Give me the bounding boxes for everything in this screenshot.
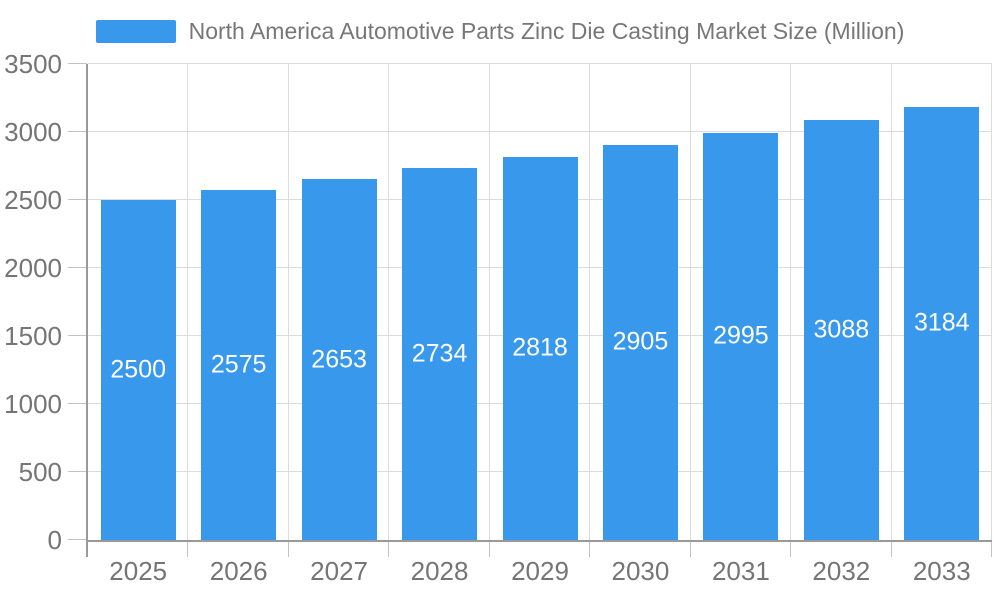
y-axis-label: 3500 (4, 49, 62, 79)
x-axis-tick (187, 542, 189, 557)
x-axis-label: 2030 (611, 556, 670, 586)
x-axis-label: 2029 (511, 556, 569, 586)
x-gridline (187, 64, 189, 540)
x-axis-tick (991, 542, 992, 557)
x-axis-label: 2028 (410, 556, 469, 586)
bar-2027[interactable]: 2653 (301, 179, 377, 540)
x-gridline (589, 64, 591, 540)
y-axis-label: 0 (47, 525, 62, 555)
bar-2032[interactable]: 3088 (803, 120, 879, 540)
bar-2026[interactable]: 2575 (201, 189, 277, 540)
x-axis-label: 2027 (310, 556, 369, 586)
x-axis-label: 2033 (912, 556, 971, 586)
y-axis-tick (68, 403, 87, 404)
bar-2033[interactable]: 3184 (904, 106, 980, 540)
y-axis-label: 1500 (4, 321, 62, 351)
y-axis-tick (68, 199, 87, 200)
bar-value-label: 2500 (110, 355, 167, 384)
bar-2031[interactable]: 2995 (703, 132, 779, 540)
x-axis-label: 2032 (812, 556, 871, 586)
y-axis-label: 3000 (4, 117, 62, 147)
x-axis-tick (689, 542, 691, 557)
legend-swatch (95, 20, 176, 43)
x-axis-label: 2026 (209, 556, 268, 586)
x-gridline (790, 64, 792, 540)
x-axis-tick (890, 542, 892, 557)
x-axis-tick (488, 542, 490, 557)
x-axis-tick (589, 542, 591, 557)
x-gridline (689, 64, 691, 540)
y-axis-label: 2000 (4, 253, 62, 283)
x-axis-line (86, 540, 992, 542)
x-axis-label: 2025 (109, 556, 168, 586)
bar-value-label: 3088 (813, 315, 870, 344)
bar-2025[interactable]: 2500 (100, 200, 176, 540)
y-axis-label: 500 (18, 457, 62, 487)
bar-2030[interactable]: 2905 (602, 144, 678, 540)
x-gridline (287, 64, 289, 540)
legend-label: North America Automotive Parts Zinc Die … (188, 18, 905, 44)
x-gridline (388, 64, 390, 540)
bar-value-label: 2818 (512, 333, 568, 362)
y-axis-tick (68, 539, 87, 540)
y-axis-tick (68, 63, 87, 64)
bar-2028[interactable]: 2734 (402, 168, 478, 540)
y-axis-label: 1000 (4, 389, 62, 419)
x-axis-tick (287, 542, 289, 557)
bar-value-label: 2734 (411, 339, 468, 368)
legend-item[interactable]: North America Automotive Parts Zinc Die … (0, 18, 1000, 45)
bar-2029[interactable]: 2818 (502, 156, 578, 540)
bar-value-label: 2575 (210, 350, 267, 379)
bar-value-label: 3184 (913, 308, 970, 337)
x-gridline (488, 64, 490, 540)
y-axis-tick (68, 267, 87, 268)
y-axis-tick (68, 131, 87, 132)
bar-value-label: 2995 (713, 321, 769, 350)
x-axis-tick (790, 542, 792, 557)
x-axis-tick (388, 542, 390, 557)
y-gridline (88, 63, 992, 64)
y-axis-label: 2500 (4, 185, 62, 215)
y-axis-tick (68, 335, 87, 336)
x-axis-label: 2031 (711, 556, 770, 586)
bar-value-label: 2905 (612, 327, 669, 356)
x-gridline (890, 64, 892, 540)
y-axis-line (86, 64, 88, 557)
bar-value-label: 2653 (311, 345, 367, 374)
y-gridline (88, 131, 992, 132)
x-gridline (991, 64, 992, 540)
y-axis-tick (68, 471, 87, 472)
